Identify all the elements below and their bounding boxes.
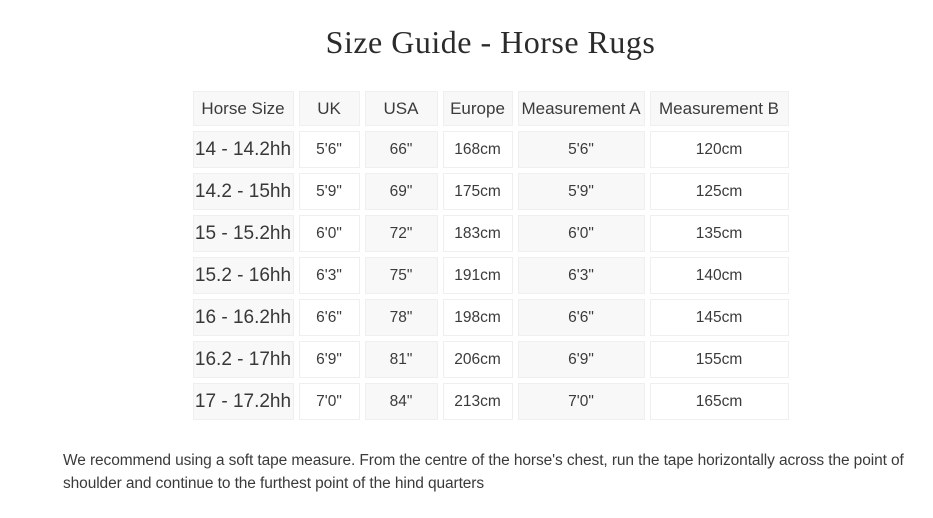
cell-usa: 69" [364,173,438,210]
table-header: Horse Size UK USA Europe Measurement A M… [192,91,789,126]
table-row: 16.2 - 17hh 6'9" 81" 206cm 6'9" 155cm [192,341,789,378]
content-wrapper: Size Guide - Horse Rugs Horse Size UK US… [63,22,918,495]
col-header-measurement-b: Measurement B [649,91,789,126]
header-row: Horse Size UK USA Europe Measurement A M… [192,91,789,126]
cell-horse-size: 16.2 - 17hh [192,341,294,378]
page-title: Size Guide - Horse Rugs [325,24,656,60]
table-body: 14 - 14.2hh 5'6" 66" 168cm 5'6" 120cm 14… [192,131,789,420]
col-header-measurement-a: Measurement A [517,91,645,126]
cell-measurement-a: 5'9" [517,173,645,210]
cell-uk: 6'0" [298,215,360,252]
cell-usa: 72" [364,215,438,252]
cell-measurement-a: 6'9" [517,341,645,378]
cell-horse-size: 16 - 16.2hh [192,299,294,336]
cell-measurement-a: 7'0" [517,383,645,420]
cell-horse-size: 15.2 - 16hh [192,257,294,294]
cell-europe: 168cm [442,131,513,168]
cell-horse-size: 15 - 15.2hh [192,215,294,252]
cell-uk: 6'9" [298,341,360,378]
cell-europe: 206cm [442,341,513,378]
table-row: 14 - 14.2hh 5'6" 66" 168cm 5'6" 120cm [192,131,789,168]
cell-europe: 198cm [442,299,513,336]
cell-measurement-b: 145cm [649,299,789,336]
cell-uk: 6'6" [298,299,360,336]
table-row: 14.2 - 15hh 5'9" 69" 175cm 5'9" 125cm [192,173,789,210]
cell-europe: 183cm [442,215,513,252]
cell-measurement-a: 5'6" [517,131,645,168]
measuring-instructions: We recommend using a soft tape measure. … [63,452,904,492]
cell-measurement-b: 135cm [649,215,789,252]
cell-horse-size: 14 - 14.2hh [192,131,294,168]
cell-usa: 66" [364,131,438,168]
cell-uk: 6'3" [298,257,360,294]
cell-uk: 5'9" [298,173,360,210]
cell-measurement-a: 6'6" [517,299,645,336]
cell-measurement-a: 6'3" [517,257,645,294]
cell-measurement-b: 125cm [649,173,789,210]
col-header-horse-size: Horse Size [192,91,294,126]
cell-usa: 84" [364,383,438,420]
table-row: 15 - 15.2hh 6'0" 72" 183cm 6'0" 135cm [192,215,789,252]
cell-horse-size: 14.2 - 15hh [192,173,294,210]
cell-usa: 78" [364,299,438,336]
cell-uk: 5'6" [298,131,360,168]
col-header-usa: USA [364,91,438,126]
table-row: 16 - 16.2hh 6'6" 78" 198cm 6'6" 145cm [192,299,789,336]
col-header-europe: Europe [442,91,513,126]
cell-europe: 175cm [442,173,513,210]
table-row: 17 - 17.2hh 7'0" 84" 213cm 7'0" 165cm [192,383,789,420]
table-row: 15.2 - 16hh 6'3" 75" 191cm 6'3" 140cm [192,257,789,294]
cell-uk: 7'0" [298,383,360,420]
cell-measurement-b: 165cm [649,383,789,420]
cell-europe: 213cm [442,383,513,420]
col-header-uk: UK [298,91,360,126]
cell-measurement-b: 120cm [649,131,789,168]
cell-measurement-b: 155cm [649,341,789,378]
cell-measurement-b: 140cm [649,257,789,294]
cell-measurement-a: 6'0" [517,215,645,252]
cell-usa: 81" [364,341,438,378]
cell-europe: 191cm [442,257,513,294]
size-guide-table: Horse Size UK USA Europe Measurement A M… [188,86,794,425]
cell-horse-size: 17 - 17.2hh [192,383,294,420]
cell-usa: 75" [364,257,438,294]
